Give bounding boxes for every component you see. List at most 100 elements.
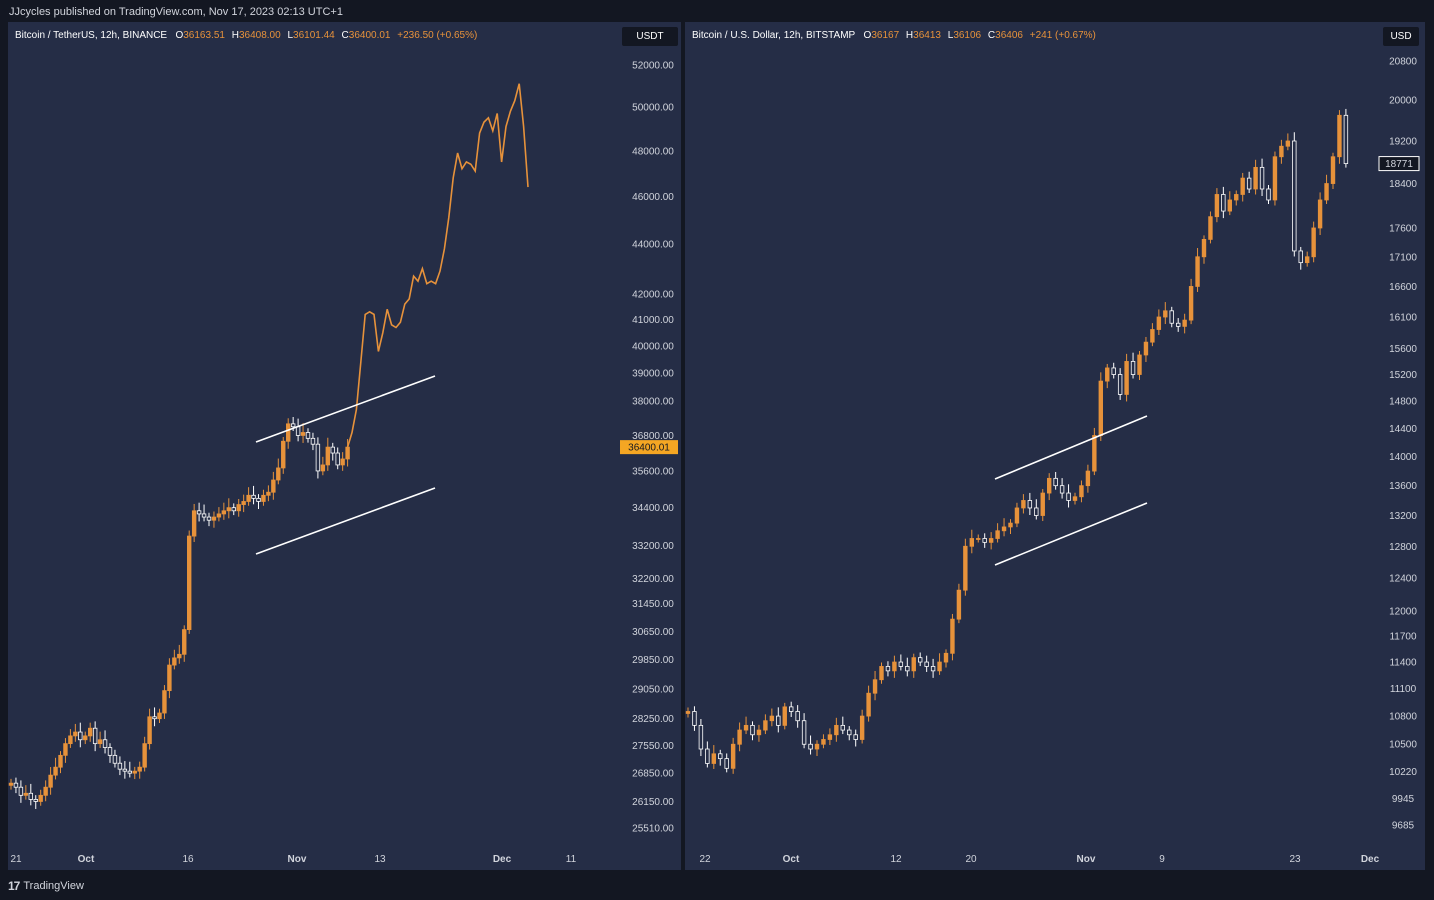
left-candle-67 — [340, 458, 345, 466]
right-x-tick-6: 23 — [1289, 854, 1301, 865]
publisher-bar: JJcycles published on TradingView.com, N… — [0, 0, 1434, 22]
right-candle-39 — [937, 661, 942, 672]
right-candle-94 — [1292, 140, 1297, 252]
left-candle-57 — [290, 423, 296, 428]
right-candle-29 — [872, 679, 878, 694]
right-candle-42 — [956, 589, 962, 620]
left-candle-48 — [246, 494, 251, 502]
left-candle-38 — [196, 510, 202, 515]
left-y-tick-18: 29050.00 — [632, 684, 674, 695]
symbol-title-right: Bitcoin / U.S. Dollar, 12h, BITSTAMP — [692, 30, 856, 41]
right-candle-87 — [1246, 177, 1252, 190]
left-candle-19 — [102, 739, 108, 748]
right-y-tick-12: 14000 — [1389, 452, 1417, 463]
left-candle-65 — [330, 446, 335, 454]
right-candle-26 — [853, 734, 858, 740]
left-candle-7 — [43, 786, 48, 796]
left-y-tick-14: 32200.00 — [632, 574, 674, 585]
chart-panel-left[interactable]: 52000.00 50000.00 48000.00 46000.00 44000.00… — [8, 22, 681, 870]
right-candle-91 — [1272, 156, 1278, 201]
right-candle-23 — [834, 724, 839, 736]
right-candle-18 — [801, 720, 807, 745]
currency-button-left[interactable]: USDT — [622, 27, 678, 46]
right-candle-25 — [847, 729, 852, 736]
left-candle-43 — [221, 510, 227, 515]
right-candle-13 — [769, 715, 775, 722]
left-y-tick-9: 38000.00 — [632, 397, 674, 408]
right-y-tick-5: 17100 — [1389, 252, 1417, 263]
right-candle-55 — [1040, 492, 1045, 516]
left-y-tick-11: 35600.00 — [632, 466, 674, 477]
right-candle-62 — [1085, 470, 1091, 487]
left-candle-61 — [310, 437, 316, 445]
right-candle-66 — [1111, 367, 1116, 375]
left-candle-5 — [33, 799, 38, 802]
right-candle-76 — [1175, 322, 1181, 327]
right-candle-12 — [763, 720, 768, 731]
left-candle-33 — [172, 657, 177, 666]
left-candle-51 — [261, 494, 266, 502]
low-value-right: 36106 — [953, 30, 982, 41]
right-candle-98 — [1317, 199, 1323, 229]
left-candle-0 — [8, 782, 14, 786]
left-candle-6 — [38, 794, 43, 802]
right-channel-lower — [994, 502, 1148, 566]
right-y-tick-1: 20000 — [1389, 96, 1417, 107]
left-candle-46 — [236, 504, 241, 512]
left-x-tick-4: 13 — [374, 854, 386, 865]
chart-right-svg[interactable]: 20800 20000 19200 18400 17600 17100 16600 16100… — [685, 22, 1425, 870]
right-candle-84 — [1227, 199, 1232, 212]
right-y-tick-8: 15600 — [1389, 344, 1417, 355]
right-y-tick-0: 20800 — [1389, 57, 1417, 68]
right-candle-88 — [1253, 166, 1258, 190]
right-candle-52 — [1021, 500, 1026, 509]
right-candle-85 — [1234, 194, 1239, 201]
right-candle-28 — [866, 692, 871, 717]
left-x-tick-2: 16 — [182, 854, 194, 865]
right-y-tick-11: 14400 — [1389, 424, 1417, 435]
right-candle-43 — [963, 545, 968, 591]
right-x-tick-3: 20 — [965, 854, 977, 865]
left-candle-68 — [345, 446, 350, 460]
left-y-tick-6: 41000.00 — [632, 315, 674, 326]
footer-brand[interactable]: 17 TradingView — [8, 878, 84, 894]
left-candle-25 — [132, 770, 137, 774]
right-candle-64 — [1098, 380, 1103, 436]
left-y-tick-23: 25510.00 — [632, 824, 674, 835]
right-candle-59 — [1066, 492, 1071, 501]
left-candle-52 — [266, 491, 271, 496]
right-y-tick-4: 17600 — [1389, 223, 1417, 234]
left-candle-31 — [162, 690, 167, 714]
right-candle-22 — [827, 734, 833, 740]
right-candle-20 — [814, 743, 820, 750]
right-candle-4 — [711, 753, 716, 764]
currency-button-right[interactable]: USD — [1383, 27, 1419, 46]
right-candle-79 — [1195, 256, 1200, 287]
right-candle-54 — [1034, 507, 1039, 516]
legend-right: Bitcoin / U.S. Dollar, 12h, BITSTAMP O36… — [692, 30, 1096, 41]
right-candle-2 — [698, 724, 704, 750]
right-candle-32 — [892, 661, 897, 672]
chart-panel-right[interactable]: 20800 20000 19200 18400 17600 17100 16600 16100… — [685, 22, 1425, 870]
right-candle-44 — [969, 538, 974, 547]
right-x-tick-2: 12 — [890, 854, 902, 865]
right-x-tick-1: Oct — [783, 854, 800, 865]
left-y-tick-15: 31450.00 — [632, 599, 674, 610]
right-y-tick-24: 9945 — [1392, 794, 1415, 805]
right-y-tick-20: 11100 — [1390, 684, 1417, 695]
close-value-left: 36400.01 — [348, 30, 391, 41]
left-candle-22 — [117, 762, 123, 770]
left-candle-2 — [18, 786, 24, 796]
chart-left-svg[interactable]: 52000.00 50000.00 48000.00 46000.00 44000.00… — [8, 22, 681, 870]
left-candle-12 — [68, 735, 73, 745]
left-candle-64 — [325, 446, 330, 466]
left-candle-9 — [53, 766, 58, 776]
open-value-left: 36163.51 — [183, 30, 225, 41]
right-candle-65 — [1105, 367, 1110, 382]
right-y-tick-14: 13200 — [1389, 511, 1417, 522]
left-candle-29 — [152, 716, 157, 720]
right-y-tick-16: 12400 — [1389, 574, 1417, 585]
right-candle-80 — [1201, 238, 1207, 258]
right-candle-71 — [1143, 341, 1149, 356]
left-candle-62 — [315, 443, 321, 472]
